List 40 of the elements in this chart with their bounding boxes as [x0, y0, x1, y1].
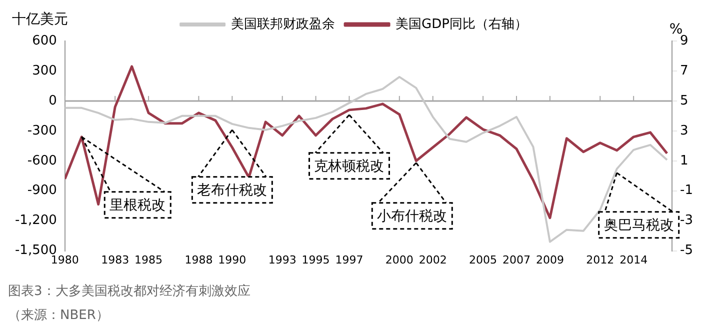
legend-label: 美国联邦财政盈余 — [231, 16, 336, 32]
x-tick-label: 2005 — [469, 253, 498, 266]
y-tick-label: 600 — [32, 33, 57, 48]
x-tick-label: 1985 — [134, 253, 163, 266]
x-tick-label: 1980 — [50, 253, 79, 266]
y-tick-label: 0 — [48, 93, 57, 108]
y2-tick-label: 7 — [680, 63, 688, 78]
x-tick-label: 2009 — [536, 253, 564, 266]
text: （来源：NBER） — [8, 307, 110, 324]
y2-tick-label: 3 — [680, 123, 688, 138]
x-tick-label: 2000 — [385, 253, 414, 266]
x-tick-label: 2012 — [586, 253, 614, 266]
x-tick-label: 1983 — [101, 253, 130, 266]
y2-tick-label: 9 — [680, 33, 688, 48]
y-tick-label: -900 — [27, 183, 57, 198]
x-tick-label: 1993 — [268, 253, 296, 266]
y-tick-label: -600 — [27, 153, 57, 168]
annotation: 奥巴马税改 — [604, 218, 674, 234]
y-tick-label: -300 — [27, 123, 57, 138]
y2-tick-label: -3 — [680, 213, 694, 228]
legend-label: 美国GDP同比（右轴） — [396, 16, 528, 32]
annotation: 里根税改 — [110, 198, 166, 214]
annotation: 老布什税改 — [197, 182, 268, 199]
annotation: 克林顿税改 — [314, 158, 384, 175]
y-tick-label: 300 — [32, 63, 57, 78]
x-tick-label: 1995 — [302, 253, 330, 266]
x-tick-label: 1988 — [184, 253, 213, 266]
y2-tick-label: -5 — [680, 243, 694, 258]
annotation: 小布什税改 — [377, 208, 448, 225]
x-tick-label: 2014 — [620, 253, 648, 266]
x-tick-label: 1990 — [218, 253, 246, 266]
y2-tick-label: 5 — [680, 93, 688, 108]
text: 图表3：大多美国税改都对经济有刺激效应 — [8, 283, 252, 300]
x-tick-label: 1997 — [335, 253, 364, 266]
x-tick-label: 2002 — [418, 253, 447, 266]
y2-tick-label: 1 — [680, 153, 688, 168]
x-tick-label: 2007 — [502, 253, 530, 266]
y2-tick-label: -1 — [680, 183, 694, 198]
y-tick-label: -1,200 — [14, 213, 57, 228]
y-axis-title: 十亿美元 — [12, 12, 68, 28]
